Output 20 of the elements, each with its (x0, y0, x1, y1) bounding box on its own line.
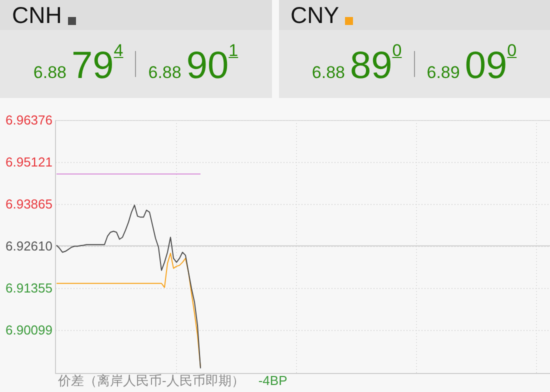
y-tick-label: 6.95121 (6, 154, 52, 170)
y-tick-label: 6.90099 (6, 322, 52, 338)
line-series (56, 252, 201, 368)
annotation: 价差（离岸人民币-人民币即期） (58, 373, 244, 388)
y-tick-label: 6.91355 (6, 280, 52, 296)
text: 6.88 (148, 62, 182, 82)
line-series (56, 204, 201, 369)
text: 90$^{1}$ (186, 40, 238, 88)
annotation: -4BP (258, 373, 288, 388)
legend-label: CNY (290, 1, 340, 30)
text: 6.89 (426, 62, 460, 82)
legend-label: CNH (12, 1, 62, 30)
y-tick-label: 6.92610 (6, 238, 52, 254)
text: 09$^{0}$ (464, 40, 517, 88)
text: 6.88 (33, 62, 66, 82)
text: 89$^{0}$ (350, 40, 402, 88)
y-tick-label: 6.93865 (6, 196, 52, 212)
text: 79$^{4}$ (72, 40, 124, 88)
y-tick-label: 6.96376 (6, 112, 52, 128)
text: 6.88 (312, 62, 345, 82)
